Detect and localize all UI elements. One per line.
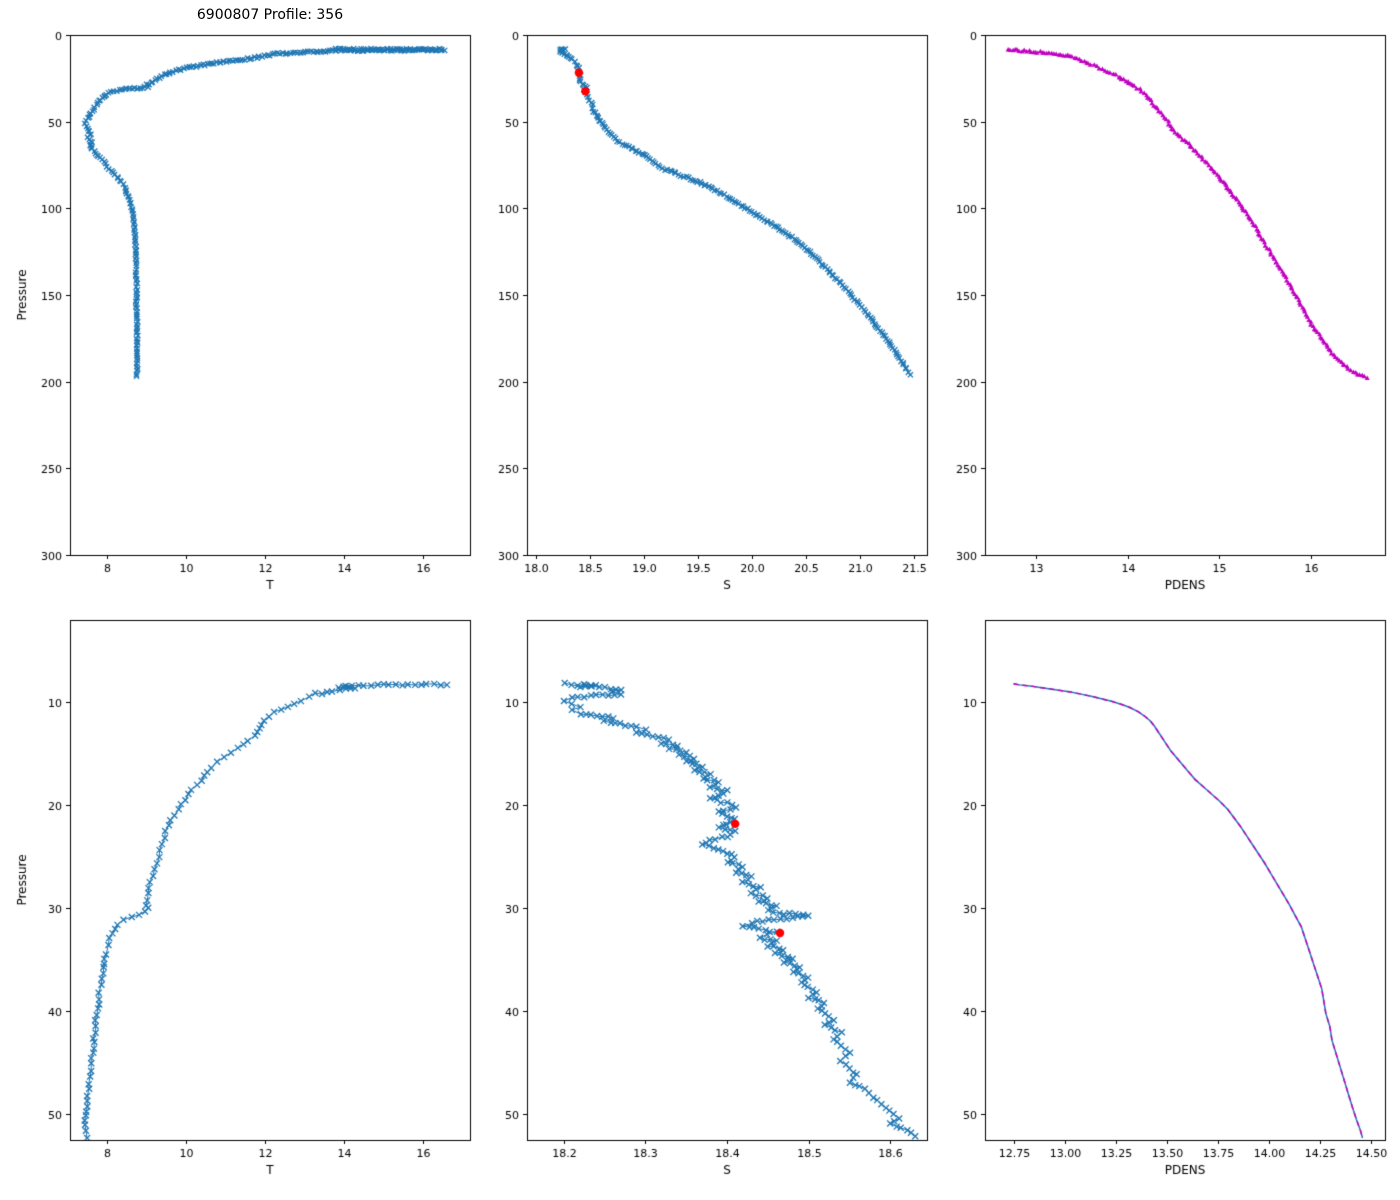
figure-title: 6900807 Profile: 356 [196, 7, 344, 23]
